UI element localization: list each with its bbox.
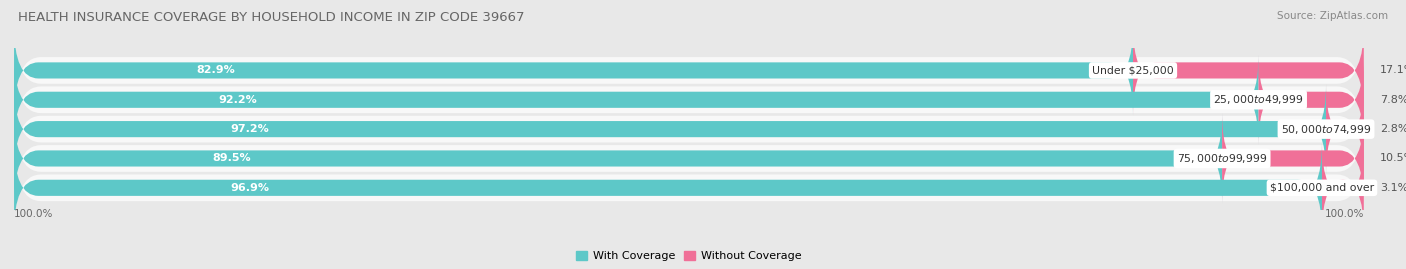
FancyBboxPatch shape (14, 143, 1322, 233)
Text: 2.8%: 2.8% (1381, 124, 1406, 134)
Text: $100,000 and over: $100,000 and over (1270, 183, 1374, 193)
Text: Under $25,000: Under $25,000 (1092, 65, 1174, 75)
FancyBboxPatch shape (14, 84, 1326, 174)
FancyBboxPatch shape (1258, 55, 1364, 144)
Text: 10.5%: 10.5% (1381, 154, 1406, 164)
Text: $75,000 to $99,999: $75,000 to $99,999 (1177, 152, 1267, 165)
Text: 97.2%: 97.2% (231, 124, 270, 134)
FancyBboxPatch shape (14, 54, 1364, 145)
FancyBboxPatch shape (1133, 26, 1364, 115)
FancyBboxPatch shape (14, 84, 1364, 175)
FancyBboxPatch shape (14, 113, 1364, 204)
Text: $25,000 to $49,999: $25,000 to $49,999 (1213, 93, 1303, 106)
Text: Source: ZipAtlas.com: Source: ZipAtlas.com (1277, 11, 1388, 21)
FancyBboxPatch shape (14, 55, 1258, 144)
FancyBboxPatch shape (14, 25, 1364, 116)
Text: 82.9%: 82.9% (195, 65, 235, 75)
Text: 89.5%: 89.5% (212, 154, 250, 164)
Text: HEALTH INSURANCE COVERAGE BY HOUSEHOLD INCOME IN ZIP CODE 39667: HEALTH INSURANCE COVERAGE BY HOUSEHOLD I… (18, 11, 524, 24)
Text: 3.1%: 3.1% (1381, 183, 1406, 193)
FancyBboxPatch shape (1222, 114, 1364, 203)
Text: 7.8%: 7.8% (1381, 95, 1406, 105)
FancyBboxPatch shape (14, 143, 1364, 233)
Legend: With Coverage, Without Coverage: With Coverage, Without Coverage (572, 246, 806, 266)
Text: $50,000 to $74,999: $50,000 to $74,999 (1281, 123, 1371, 136)
FancyBboxPatch shape (1322, 143, 1364, 233)
FancyBboxPatch shape (14, 114, 1222, 203)
FancyBboxPatch shape (14, 26, 1133, 115)
Text: 92.2%: 92.2% (219, 95, 257, 105)
Text: 100.0%: 100.0% (14, 209, 53, 219)
Text: 100.0%: 100.0% (1324, 209, 1364, 219)
FancyBboxPatch shape (1326, 84, 1364, 174)
Text: 17.1%: 17.1% (1381, 65, 1406, 75)
Text: 96.9%: 96.9% (231, 183, 269, 193)
